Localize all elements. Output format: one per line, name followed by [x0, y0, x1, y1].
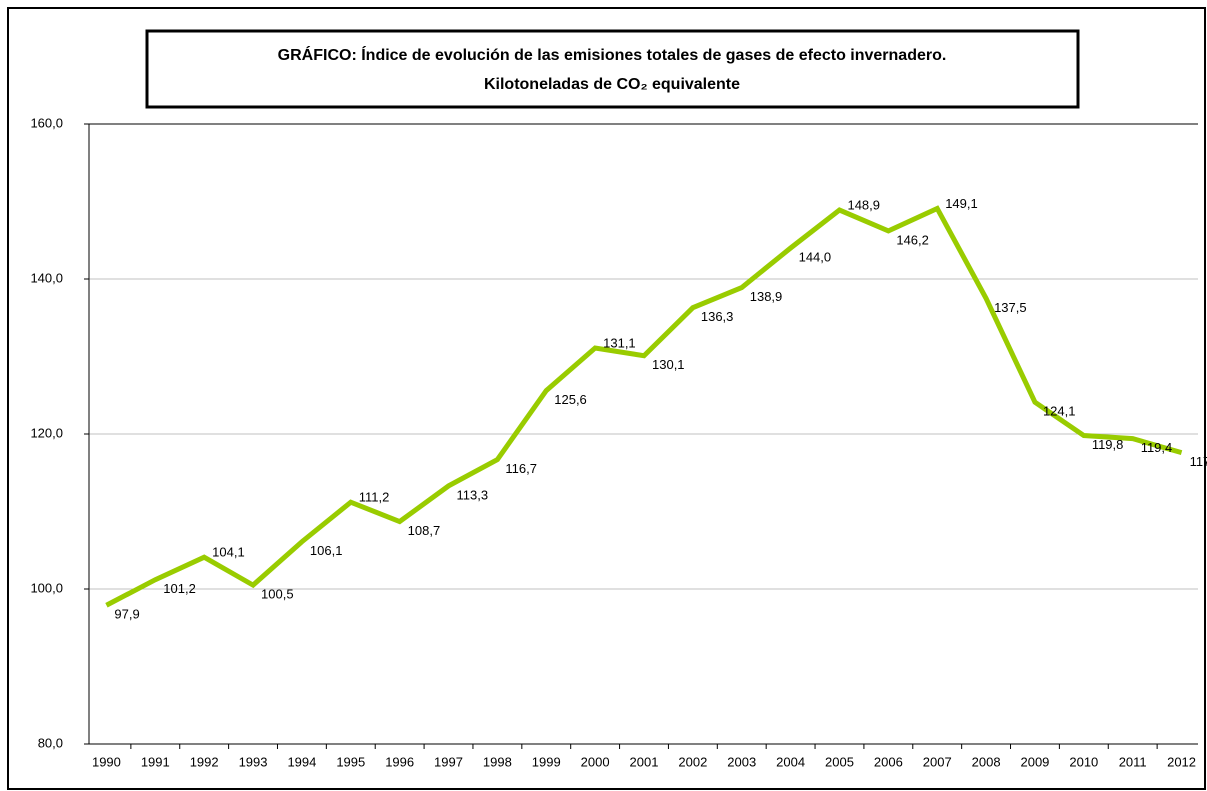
- x-tick-label: 2008: [972, 754, 1001, 769]
- x-tick-label: 1993: [239, 754, 268, 769]
- data-label: 144,0: [799, 249, 832, 264]
- data-label: 104,1: [212, 545, 245, 560]
- data-label: 111,2: [359, 490, 390, 505]
- x-tick-label: 1997: [434, 754, 463, 769]
- data-label: 119,4: [1141, 440, 1173, 455]
- x-tick-label: 1994: [287, 754, 316, 769]
- data-label: 131,1: [603, 335, 636, 350]
- data-label: 124,1: [1043, 404, 1076, 419]
- x-tick-label: 1990: [92, 754, 121, 769]
- x-tick-label: 2011: [1119, 754, 1147, 769]
- data-label: 136,3: [701, 309, 734, 324]
- data-label: 117,6: [1190, 454, 1207, 469]
- title-box: [145, 29, 1080, 109]
- data-label: 108,7: [408, 523, 441, 538]
- chart-title: GRÁFICO: Índice de evolución de las emis…: [278, 45, 947, 64]
- x-tick-label: 2001: [630, 754, 659, 769]
- data-label: 138,9: [750, 289, 783, 304]
- data-label: 149,1: [945, 196, 978, 211]
- y-tick-label: 80,0: [38, 735, 63, 750]
- data-label: 148,9: [847, 197, 880, 212]
- chart-frame: [7, 7, 1206, 790]
- data-label: 116,7: [505, 461, 537, 476]
- x-tick-label: 1999: [532, 754, 561, 769]
- data-label: 101,2: [163, 581, 196, 596]
- data-label: 130,1: [652, 357, 685, 372]
- x-tick-label: 1991: [141, 754, 170, 769]
- y-tick-label: 120,0: [30, 425, 63, 440]
- data-label: 113,3: [457, 487, 489, 502]
- data-label: 106,1: [310, 543, 343, 558]
- x-tick-label: 2007: [923, 754, 952, 769]
- y-tick-label: 140,0: [30, 270, 63, 285]
- data-label: 100,5: [261, 587, 294, 602]
- x-tick-label: 2005: [825, 754, 854, 769]
- x-tick-label: 1995: [336, 754, 365, 769]
- x-tick-label: 2009: [1020, 754, 1049, 769]
- data-label: 137,5: [994, 300, 1027, 315]
- data-label: 97,9: [114, 607, 139, 622]
- x-tick-label: 2010: [1069, 754, 1098, 769]
- x-tick-label: 1992: [190, 754, 219, 769]
- y-tick-label: 160,0: [30, 115, 63, 130]
- x-tick-label: 2006: [874, 754, 903, 769]
- x-tick-label: 2004: [776, 754, 805, 769]
- x-tick-label: 1996: [385, 754, 414, 769]
- x-tick-label: 2012: [1167, 754, 1196, 769]
- x-tick-label: 2000: [581, 754, 610, 769]
- y-tick-label: 100,0: [30, 580, 63, 595]
- chart-title: Kilotoneladas de CO₂ equivalente: [484, 76, 740, 93]
- line: [105, 205, 1183, 608]
- x-tick-label: 2003: [727, 754, 756, 769]
- x-tick-label: 2002: [678, 754, 707, 769]
- x-tick-label: 1998: [483, 754, 512, 769]
- data-label: 119,8: [1092, 437, 1124, 452]
- data-label: 146,2: [896, 232, 929, 247]
- data-label: 125,6: [554, 392, 587, 407]
